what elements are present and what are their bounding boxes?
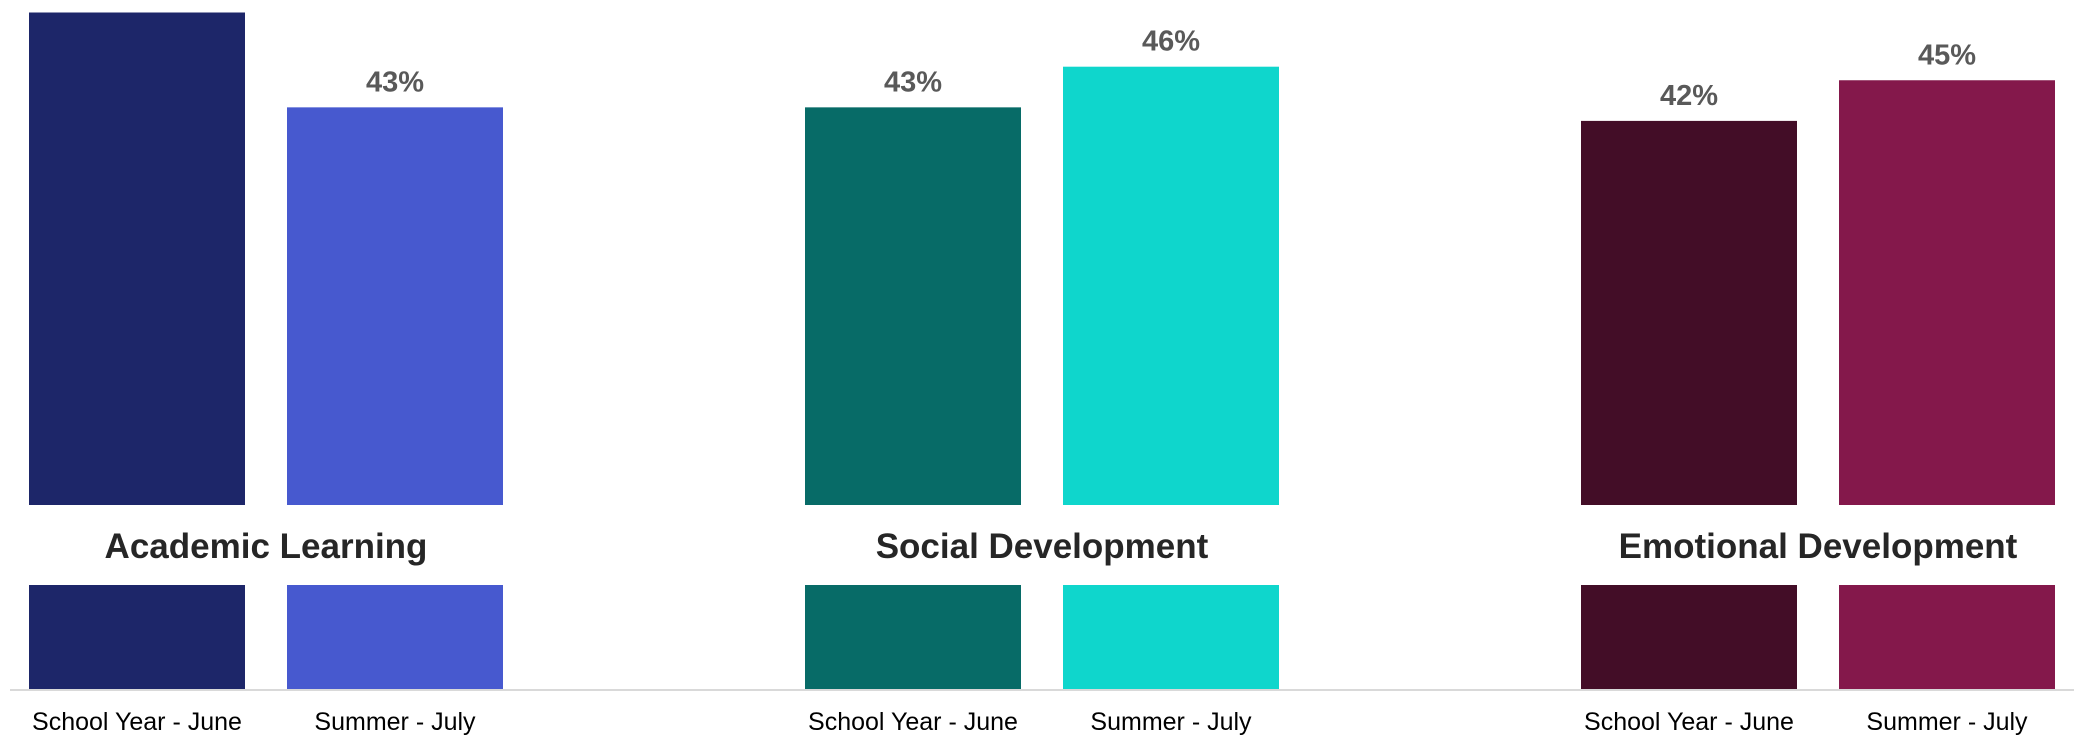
bar-group: 43% School Year - June 46% Summer - July Soc…	[801, 26, 1283, 735]
bar	[287, 107, 503, 691]
data-label: 42%	[1660, 80, 1718, 112]
bar-group: 42% School Year - June 45% Summer - July Emo…	[1577, 39, 2059, 735]
group-title: Social Development	[876, 527, 1209, 566]
bar	[805, 107, 1021, 691]
x-tick-label: School Year - June	[808, 708, 1018, 735]
data-label: 45%	[1918, 39, 1976, 71]
x-tick-label: Summer - July	[314, 708, 476, 735]
data-label: 43%	[884, 66, 942, 98]
bar	[29, 12, 245, 690]
data-label: 50%	[108, 0, 166, 4]
bar	[1063, 66, 1279, 690]
title-band	[1577, 505, 2059, 585]
group-title: Emotional Development	[1619, 527, 2018, 566]
x-tick-label: School Year - June	[32, 708, 242, 735]
chart-marks: 50% School Year - June 43% Summer - July Aca…	[25, 0, 2059, 735]
group-title: Academic Learning	[105, 527, 428, 566]
data-label: 43%	[366, 66, 424, 98]
x-tick-label: Summer - July	[1866, 708, 2028, 735]
bar	[1581, 120, 1797, 690]
data-label: 46%	[1142, 26, 1200, 58]
bar	[1839, 80, 2055, 690]
title-band	[25, 505, 507, 585]
title-band	[801, 505, 1283, 585]
x-tick-label: Summer - July	[1090, 708, 1252, 735]
x-tick-label: School Year - June	[1584, 708, 1794, 735]
bar-group: 50% School Year - June 43% Summer - July Aca…	[25, 0, 507, 735]
